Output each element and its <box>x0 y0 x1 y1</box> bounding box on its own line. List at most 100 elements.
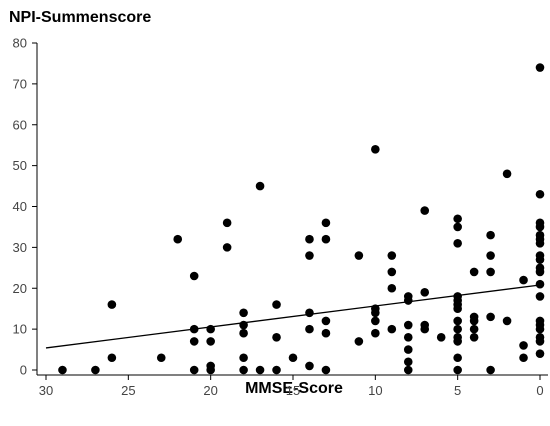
data-point <box>453 324 462 334</box>
data-point <box>371 144 380 154</box>
y-tick-label: 0 <box>20 363 27 378</box>
data-point <box>58 365 67 375</box>
y-axis-title: NPI-Summenscore <box>9 9 151 26</box>
data-point <box>387 283 397 293</box>
data-point <box>535 337 545 346</box>
x-axis-title: MMSE-Score <box>245 380 343 397</box>
y-tick-label: 60 <box>13 117 27 132</box>
data-point <box>255 181 265 191</box>
data-point <box>222 243 232 252</box>
data-point <box>535 189 545 199</box>
data-point <box>239 353 248 363</box>
data-point <box>453 365 462 375</box>
data-point <box>239 328 248 338</box>
data-point <box>453 222 462 232</box>
data-point <box>321 316 331 326</box>
data-point <box>387 267 397 277</box>
x-tick-label: 25 <box>121 383 135 398</box>
x-tick-label: 0 <box>536 383 543 398</box>
data-point <box>239 308 248 318</box>
data-point <box>321 365 331 375</box>
data-point <box>453 337 462 346</box>
x-tick-label: 20 <box>203 383 217 398</box>
data-point <box>305 234 314 244</box>
data-point <box>91 365 100 375</box>
data-point <box>173 234 183 244</box>
x-tick-label: 10 <box>368 383 382 398</box>
data-point <box>272 300 281 309</box>
data-point <box>519 353 528 363</box>
data-point <box>206 337 215 346</box>
data-point <box>519 341 528 350</box>
data-point <box>189 337 199 346</box>
data-point <box>156 353 166 363</box>
data-point <box>453 238 462 248</box>
data-point <box>387 324 397 334</box>
data-point <box>107 300 117 309</box>
y-tick-label: 40 <box>13 199 27 214</box>
data-point <box>403 320 413 330</box>
data-point <box>305 324 314 334</box>
data-point <box>486 267 495 277</box>
data-point <box>387 251 397 260</box>
trend-line <box>45 284 541 349</box>
y-tick-label: 30 <box>13 240 27 255</box>
data-point <box>371 308 380 318</box>
data-point <box>305 361 314 371</box>
data-point <box>535 255 545 264</box>
data-point <box>321 328 331 338</box>
data-point <box>272 333 281 342</box>
data-point <box>272 365 281 375</box>
y-tick-label: 50 <box>13 158 27 173</box>
data-point <box>403 296 413 305</box>
x-tick-label: 15 <box>286 383 300 398</box>
data-point <box>469 316 479 326</box>
data-point <box>403 357 413 367</box>
data-point <box>486 230 495 240</box>
data-point <box>469 333 479 342</box>
data-points <box>58 63 545 375</box>
y-tick-label: 10 <box>13 322 27 337</box>
data-point <box>420 288 430 297</box>
data-point <box>288 353 298 363</box>
data-point <box>403 365 413 375</box>
data-point <box>420 324 430 334</box>
data-point <box>403 333 413 342</box>
y-tick-label: 20 <box>13 281 27 296</box>
data-point <box>371 316 380 326</box>
data-point <box>519 275 528 285</box>
data-point <box>535 63 545 72</box>
data-point <box>502 169 512 179</box>
x-tick-label: 5 <box>454 383 461 398</box>
x-axis-ticks: 30 25 20 15 10 5 0 <box>39 375 544 398</box>
data-point <box>535 292 545 301</box>
data-point <box>321 218 331 228</box>
data-point <box>189 271 199 281</box>
data-point <box>239 365 248 375</box>
data-point <box>486 251 495 260</box>
data-point <box>321 234 331 244</box>
data-point <box>107 353 117 363</box>
data-point <box>206 365 215 375</box>
data-point <box>535 349 545 358</box>
data-point <box>469 324 479 334</box>
data-point <box>469 267 479 277</box>
data-point <box>305 308 314 318</box>
data-point <box>189 365 199 375</box>
data-point <box>486 312 495 322</box>
data-point <box>453 214 462 224</box>
data-point <box>371 328 380 338</box>
data-point <box>535 279 545 289</box>
data-point <box>420 206 430 215</box>
data-point <box>255 365 265 375</box>
data-point <box>453 316 462 326</box>
data-point <box>354 251 364 260</box>
data-point <box>354 337 364 346</box>
x-tick-label: 30 <box>39 383 53 398</box>
y-tick-label: 70 <box>13 76 27 91</box>
y-tick-label: 80 <box>13 36 27 51</box>
data-point <box>535 238 545 248</box>
data-point <box>535 222 545 232</box>
data-point <box>403 345 413 354</box>
data-point <box>436 333 446 342</box>
